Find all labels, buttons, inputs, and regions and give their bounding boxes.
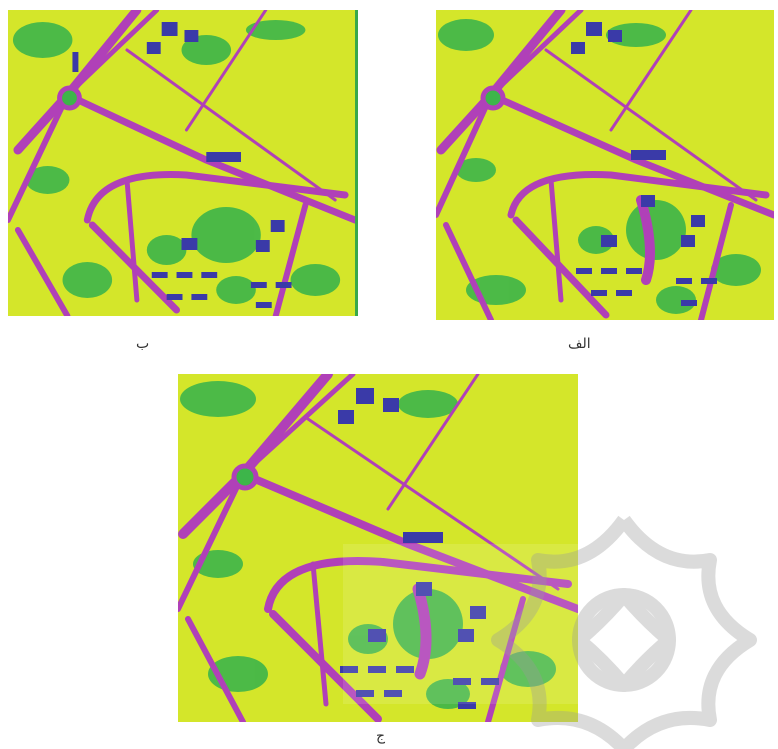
map-c-drawing <box>178 374 578 722</box>
caption-panel-b: ب <box>136 336 150 352</box>
map-b-drawing <box>8 10 355 316</box>
classified-map-b <box>8 10 358 316</box>
rosette-ornament-icon <box>491 515 757 749</box>
classified-map-c <box>178 374 578 722</box>
caption-panel-a: الف <box>568 336 591 352</box>
map-a-drawing <box>436 10 774 320</box>
caption-panel-c: ج <box>376 728 386 744</box>
classified-map-a <box>436 10 774 320</box>
